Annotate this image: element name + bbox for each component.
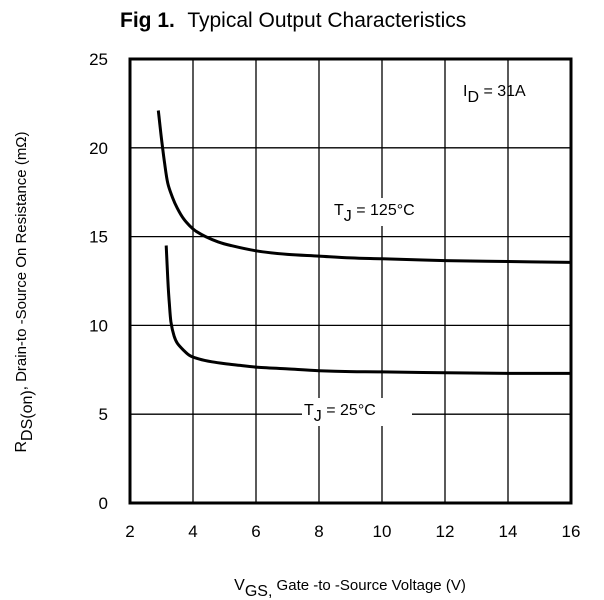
series-line-0 (156, 110, 572, 264)
y-tick-label: 0 (99, 494, 108, 513)
x-tick-labels: 2 4 6 8 10 12 14 16 (125, 522, 580, 541)
id-annotation: ID = 31A (463, 83, 526, 106)
y-tick-label: 10 (89, 316, 108, 335)
x-tick-label: 4 (188, 522, 197, 541)
series-label-25-bg (302, 398, 412, 426)
y-tick-label: 25 (89, 50, 108, 69)
y-tick-label: 20 (89, 139, 108, 158)
series-line-1 (164, 245, 571, 375)
x-tick-label: 16 (562, 522, 581, 541)
x-tick-label: 10 (373, 522, 392, 541)
series-label-125-bg (331, 198, 442, 226)
x-tick-label: 6 (251, 522, 260, 541)
y-tick-labels: 0 5 10 15 20 25 (89, 50, 108, 513)
series-layer (156, 110, 572, 375)
x-tick-label: 8 (314, 522, 323, 541)
y-axis-label: RDS(on), Drain-to -Source On Resistance … (13, 131, 36, 452)
y-tick-label: 5 (99, 405, 108, 424)
grid (130, 59, 571, 503)
y-tick-label: 15 (89, 228, 108, 247)
series-label-125: TJ = 125°C (334, 202, 415, 225)
chart-title-text: Typical Output Characteristics (187, 9, 466, 32)
x-tick-label: 2 (125, 522, 134, 541)
x-tick-label: 14 (499, 522, 518, 541)
series-label-25: TJ = 25°C (304, 402, 376, 425)
chart-title-prefix: Fig 1. (120, 9, 175, 32)
chart-title: Fig 1. Typical Output Characteristics (120, 9, 466, 32)
plot-frame (128, 57, 573, 505)
x-tick-label: 12 (436, 522, 455, 541)
x-axis-label: VGS, Gate -to -Source Voltage (V) (234, 577, 466, 600)
